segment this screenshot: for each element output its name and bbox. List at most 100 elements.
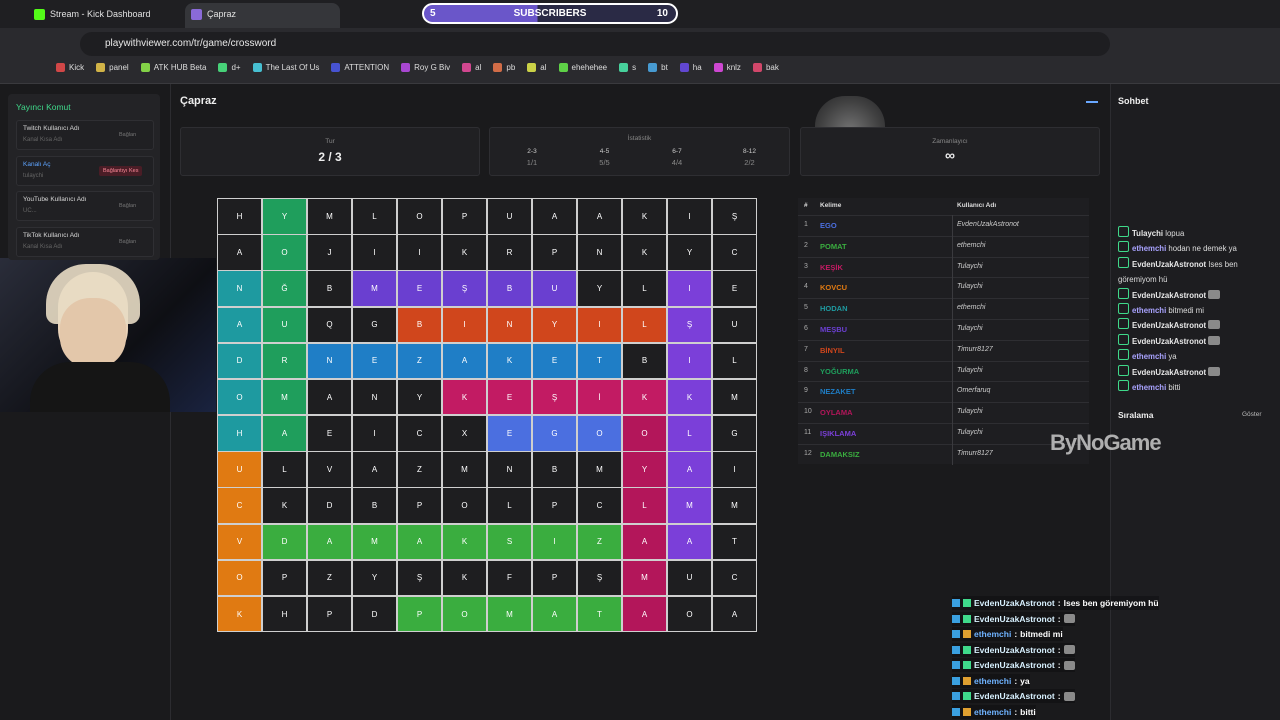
overlay-text: ya bbox=[1020, 675, 1030, 686]
grid-cell: C bbox=[712, 234, 757, 271]
chat-text: ya bbox=[1168, 352, 1177, 362]
grid-cell: L bbox=[352, 198, 397, 235]
row-user: ethemchi bbox=[957, 241, 986, 249]
chat-badge bbox=[1118, 318, 1129, 330]
bookmark-icon bbox=[462, 63, 472, 72]
url-text[interactable]: playwithviewer.com/tr/game/crossword bbox=[105, 38, 277, 49]
stats-value: 2/2 bbox=[744, 158, 755, 167]
bookmark-label: s bbox=[632, 63, 637, 72]
overlay-user: EvdenUzakAstronot bbox=[974, 613, 1055, 624]
row-word: KEŞİK bbox=[820, 262, 843, 272]
browser-tab[interactable]: Çapraz bbox=[185, 3, 340, 28]
bookmark-icon bbox=[493, 63, 503, 72]
grid-cell: U bbox=[667, 559, 712, 597]
ranking-button[interactable]: Göster bbox=[1242, 411, 1262, 418]
bookmark[interactable]: al bbox=[462, 63, 481, 72]
grid-cell: Ş bbox=[442, 270, 487, 307]
bookmark[interactable]: Roy G Biv bbox=[401, 63, 450, 72]
bookmark[interactable]: Kick bbox=[56, 63, 84, 72]
grid-cell: K bbox=[487, 342, 532, 380]
grid-cell: A bbox=[712, 595, 757, 633]
timer-label: Zamanlayıcı bbox=[932, 138, 968, 145]
row-word: BİNYIL bbox=[820, 345, 845, 355]
overlay-badge bbox=[952, 661, 960, 669]
overlay-badge bbox=[963, 661, 971, 669]
overlay-separator: : bbox=[1057, 613, 1061, 624]
row-user: Timurr8127 bbox=[957, 345, 993, 353]
item-input[interactable]: Kanal Kısa Adı bbox=[23, 137, 63, 143]
round-label: Tur bbox=[325, 138, 335, 145]
bookmark[interactable]: knlz bbox=[713, 63, 741, 72]
overlay-chat-row: EvdenUzakAstronot: bbox=[952, 658, 1075, 672]
grid-cell: B bbox=[307, 270, 352, 307]
item-button[interactable]: Bağlan bbox=[119, 203, 137, 209]
grid-cell: L bbox=[622, 270, 667, 307]
chat-message: ethemchi ya bbox=[1118, 349, 1273, 364]
bookmark-icon bbox=[252, 63, 262, 72]
timer-box: Zamanlayıcı ∞ bbox=[800, 127, 1100, 176]
chat-badge bbox=[1118, 364, 1129, 376]
grid-cell: G bbox=[352, 306, 397, 344]
chat-text: bitti bbox=[1168, 383, 1181, 393]
grid-cell: K bbox=[622, 198, 667, 235]
overlay-chat-row: EvdenUzakAstronot: Ises ben göremiyom hü bbox=[952, 596, 1159, 610]
overlay-chat-row: EvdenUzakAstronot: bbox=[952, 689, 1075, 703]
grid-cell: K bbox=[622, 234, 667, 271]
bookmark[interactable]: The Last Of Us bbox=[252, 63, 319, 72]
grid-cell: A bbox=[532, 198, 577, 235]
item-input[interactable]: Kanal Kısa Adı bbox=[23, 243, 63, 250]
grid-cell: R bbox=[487, 234, 532, 271]
bookmark-label: d+ bbox=[231, 63, 241, 72]
bookmark-icon bbox=[648, 63, 658, 72]
bookmark[interactable]: bt bbox=[648, 63, 668, 72]
row-number: 5 bbox=[804, 304, 808, 312]
bookmark[interactable]: s bbox=[619, 63, 636, 72]
overlay-user: ethemchi bbox=[974, 675, 1012, 686]
bookmark-icon bbox=[679, 63, 689, 72]
chat-title: Sohbet bbox=[1118, 96, 1149, 106]
bookmark[interactable]: ehehehee bbox=[558, 63, 607, 72]
grid-cell: I bbox=[352, 415, 397, 452]
item-input[interactable]: UC... bbox=[23, 208, 37, 214]
grid-cell: E bbox=[532, 342, 577, 380]
item-button[interactable]: Bağlan bbox=[119, 132, 137, 138]
chat-message: EvdenUzakAstronot bbox=[1118, 333, 1273, 349]
bookmark[interactable]: d+ bbox=[218, 63, 241, 72]
bookmark[interactable]: ATK HUB Beta bbox=[140, 63, 206, 72]
grid-cell: P bbox=[532, 559, 577, 597]
overlay-emote bbox=[1063, 645, 1075, 654]
grid-cell: U bbox=[532, 270, 577, 307]
chat-text: Ises ben göremiyom hü bbox=[1118, 259, 1238, 285]
item-button[interactable]: Bağlan bbox=[119, 238, 137, 245]
grid-cell: B bbox=[532, 451, 577, 488]
grid-cell: I bbox=[712, 451, 757, 488]
chat-user: Tulaychi bbox=[1132, 229, 1164, 238]
row-number: 4 bbox=[804, 283, 808, 291]
grid-cell: Ş bbox=[532, 378, 577, 416]
grid-cell: T bbox=[577, 595, 622, 633]
row-word: DAMAKSIZ bbox=[820, 449, 860, 459]
tab-title: Çapraz bbox=[207, 9, 237, 19]
address-bar[interactable] bbox=[80, 32, 1110, 56]
bookmark[interactable]: panel bbox=[96, 63, 129, 72]
overlay-user: ethemchi bbox=[974, 629, 1012, 639]
table-row bbox=[798, 402, 1089, 423]
stats-box: İstatistik 2-3 1/1 4-5 5/5 6-7 4/4 8-12 2/2 bbox=[489, 127, 790, 176]
overlay-separator: : bbox=[1014, 629, 1018, 639]
bookmark[interactable]: ATTENTION bbox=[331, 63, 389, 72]
grid-cell: O bbox=[442, 595, 487, 633]
row-user: Omerfaruq bbox=[957, 387, 991, 395]
back-button[interactable] bbox=[1086, 101, 1098, 103]
overlay-separator: : bbox=[1057, 598, 1061, 608]
bookmark[interactable]: ha bbox=[679, 63, 702, 72]
bookmark[interactable]: pb bbox=[493, 63, 515, 72]
grid-cell: E bbox=[352, 342, 397, 380]
bookmark-label: ATTENTION bbox=[344, 63, 390, 72]
item-input[interactable]: tulaychi bbox=[23, 172, 44, 179]
item-button[interactable]: Bağlantıyı Kes bbox=[99, 165, 143, 176]
bookmark[interactable]: bak bbox=[752, 63, 779, 72]
chat-user: ethemchi bbox=[1132, 383, 1167, 393]
overlay-badge bbox=[952, 614, 960, 623]
browser-tab[interactable]: Stream - Kick Dashboard bbox=[28, 3, 183, 28]
bookmark[interactable]: al bbox=[527, 63, 547, 72]
